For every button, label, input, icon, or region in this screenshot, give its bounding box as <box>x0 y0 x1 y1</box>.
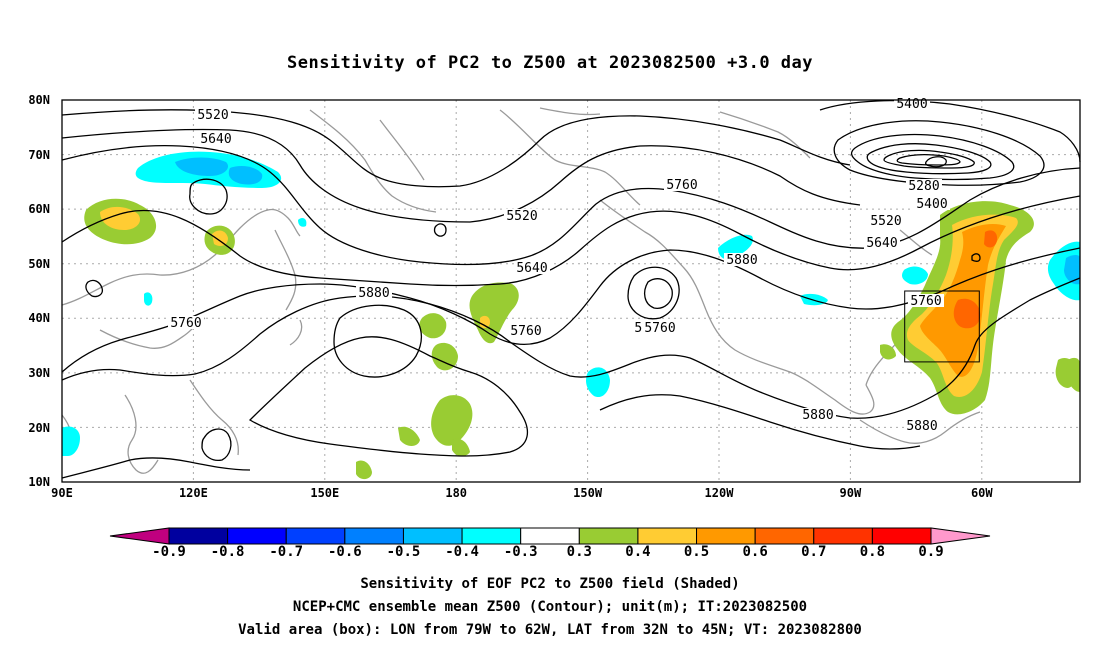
contour-label-bg <box>800 408 836 421</box>
colorbar-block <box>344 527 404 545</box>
contour-label-bg <box>914 197 950 210</box>
lat-tick: 40N <box>28 311 50 325</box>
colorbar-label: -0.7 <box>269 544 303 560</box>
map-gridlines <box>62 100 1080 482</box>
contour-label: 5760 <box>510 324 541 339</box>
colorbar-label: 0.5 <box>684 544 709 560</box>
colorbar-high-arrow <box>930 527 991 545</box>
lon-tick: 90W <box>840 486 862 500</box>
lon-tick: 150E <box>310 486 339 500</box>
colorbar-block <box>871 527 932 545</box>
colorbar-label: -0.5 <box>387 544 421 560</box>
colorbar-block <box>168 527 229 545</box>
caption-valid-area: Valid area (box): LON from 79W to 62W, L… <box>238 622 862 638</box>
lon-axis: 90E 120E 150E 180 150W 120W 90W 60W <box>51 486 993 500</box>
colorbar-block <box>402 527 463 545</box>
colorbar-label: -0.4 <box>445 544 479 560</box>
colorbar-label: 0.6 <box>743 544 768 560</box>
colorbar-block <box>696 527 756 545</box>
caption-contour: NCEP+CMC ensemble mean Z500 (Contour); u… <box>293 599 807 615</box>
colorbar-block <box>578 527 639 545</box>
contour-label-bg <box>508 324 544 337</box>
lat-tick: 60N <box>28 202 50 216</box>
contour-label-bg <box>642 321 678 334</box>
contour-label-bg <box>504 209 540 222</box>
colorbar-label: -0.3 <box>504 544 538 560</box>
contour-label: 5880 <box>802 408 833 423</box>
valid-area-box <box>904 290 980 363</box>
contour-label-bg <box>168 316 204 329</box>
caption-shading: Sensitivity of EOF PC2 to Z500 field (Sh… <box>360 576 739 592</box>
contour-label: 5280 <box>908 179 939 194</box>
contour-label: 5520 <box>197 108 228 123</box>
contour-label: 5400 <box>916 197 947 212</box>
contour-label-bg <box>724 253 760 266</box>
contour-label-bg <box>904 419 940 432</box>
contour-label: 5520 <box>506 209 537 224</box>
colorbar-labels: -0.9 -0.8 -0.7 -0.6 -0.5 -0.4 -0.3 0.3 0.4 0.5 0.6… <box>152 544 944 560</box>
colorbar-block <box>754 527 815 545</box>
lon-tick: 60W <box>971 486 993 500</box>
map-frame <box>61 99 1081 483</box>
contour-label-bg <box>908 294 944 307</box>
colorbar-block <box>285 527 346 545</box>
contour-label-bg <box>356 286 392 299</box>
colorbar-label: -0.9 <box>152 544 186 560</box>
contour-label: 5400 <box>896 97 927 112</box>
colorbar-block <box>461 527 522 545</box>
colorbar-block <box>813 527 873 545</box>
map-panel: 5400 5520 5640 5280 5760 5400 5520 5640 5760 5520… <box>61 97 1081 483</box>
contour-label: 5640 <box>200 132 231 147</box>
colorbar: -0.9 -0.8 -0.7 -0.6 -0.5 -0.4 -0.3 0.3 0.4 0.5 0.6… <box>109 527 991 560</box>
contour-label-bg <box>195 108 231 121</box>
contour-label: 5640 <box>866 236 897 251</box>
lat-tick: 70N <box>28 148 50 162</box>
colorbar-low-arrow <box>109 527 170 545</box>
lat-tick: 50N <box>28 257 50 271</box>
lon-tick: 150W <box>573 486 603 500</box>
lat-tick: 80N <box>28 93 50 107</box>
colorbar-label: 0.8 <box>860 544 885 560</box>
contour-label-bg <box>906 179 942 192</box>
colorbar-label: 0.9 <box>918 544 943 560</box>
contour-label: 5760 <box>666 178 697 193</box>
colorbar-label: 0.4 <box>625 544 650 560</box>
contour-label: 5520 <box>870 214 901 229</box>
contour-label: 5640 <box>516 261 547 276</box>
colorbar-block <box>227 527 287 545</box>
lon-tick: 90E <box>51 486 73 500</box>
contour-label-bg <box>514 261 550 274</box>
contour-label-bg <box>664 178 700 191</box>
lat-tick: 20N <box>28 421 50 435</box>
colorbar-label: -0.8 <box>211 544 245 560</box>
lon-tick: 180 <box>445 486 467 500</box>
contour-label-bg <box>198 132 234 145</box>
contour-label: 5760 <box>170 316 201 331</box>
colorbar-label: 0.7 <box>801 544 826 560</box>
contour-label: 5760 <box>910 294 941 309</box>
contour-label: 5880 <box>906 419 937 434</box>
contour-label: 5880 <box>726 253 757 268</box>
contour-label: 5880 <box>358 286 389 301</box>
colorbar-blocks <box>168 527 932 545</box>
colorbar-block <box>637 527 698 545</box>
figure-title: Sensitivity of PC2 to Z500 at 2023082500… <box>287 53 813 73</box>
contour-label: 5760 <box>644 321 675 336</box>
lat-axis: 80N 70N 60N 50N 40N 30N 20N 10N <box>28 93 50 489</box>
colorbar-label: -0.6 <box>328 544 362 560</box>
lon-tick: 120W <box>705 486 735 500</box>
sensitivity-shading <box>62 151 1080 480</box>
contour-label-bg <box>864 236 900 249</box>
lat-tick: 10N <box>28 475 50 489</box>
contour-label-bg <box>868 214 904 227</box>
contour-labels: 5400 5520 5640 5280 5760 5400 5520 5640 5760 5520… <box>168 97 950 434</box>
colorbar-label: 0.3 <box>567 544 592 560</box>
colorbar-block <box>520 527 580 545</box>
lon-tick: 120E <box>179 486 208 500</box>
lat-tick: 30N <box>28 366 50 380</box>
